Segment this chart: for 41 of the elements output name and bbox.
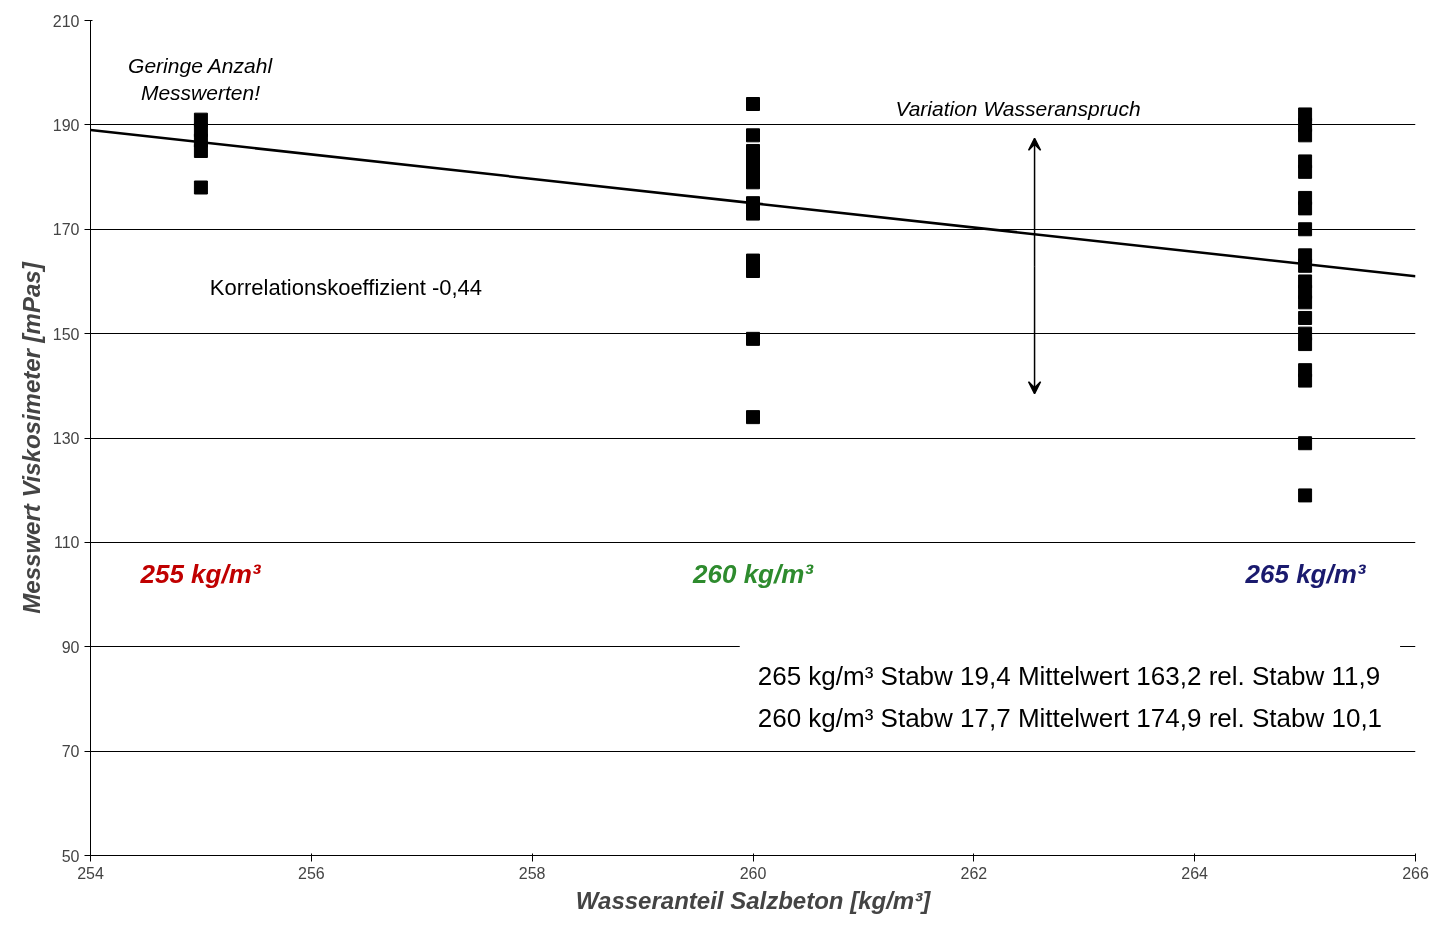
point: [1298, 373, 1313, 388]
point: [193, 180, 208, 195]
point: [746, 410, 760, 425]
point: [1298, 222, 1313, 237]
point: [1298, 295, 1313, 310]
x-tick-label: 258: [518, 864, 546, 882]
annotation: 265 kg/m³ Stabw 19,4 Mittelwert 163,2 rel. Stabw 11,9 260 kg/m³ Stabw 17,7 Mittelwert 174,9 rel. Stabw 10,1: [757, 660, 1383, 733]
x-axis-title: Wasseranteil Salzbeton [kg/m³]: [575, 886, 932, 914]
y-tick-label: 130: [52, 430, 80, 447]
y-tick-label: 110: [53, 534, 80, 552]
point: [1298, 310, 1313, 325]
y-tick-label: 70: [61, 743, 80, 761]
y-tick-label: 150: [52, 325, 80, 343]
point: [1298, 164, 1313, 179]
point: [1298, 488, 1313, 503]
annotation: Variation Wasseranspruch: [895, 96, 1141, 120]
point: [746, 331, 760, 346]
annotation: 255 kg/m³: [139, 558, 262, 589]
x-tick-label: 260: [739, 864, 767, 882]
annotation: 260 kg/m³: [692, 558, 815, 589]
y-tick-label: 190: [52, 116, 80, 134]
y-tick-label: 50: [61, 847, 80, 865]
y-axis-title: Messwert Viskosimeter [mPas]: [17, 261, 45, 614]
x-tick-label: 254: [77, 864, 104, 882]
y-tick-label: 90: [61, 638, 80, 656]
point: [1298, 128, 1313, 143]
point: [1298, 201, 1313, 216]
annotation: 265 kg/m³: [1244, 558, 1367, 589]
x-tick-label: 266: [1402, 864, 1429, 882]
y-tick-label: 170: [52, 221, 80, 239]
annotation: Korrelationskoeffizient -0,44: [209, 275, 483, 301]
point: [746, 128, 760, 143]
x-tick-label: 256: [297, 864, 325, 882]
annotation: Geringe Anzahl Messwerten!: [128, 53, 274, 105]
point: [746, 97, 760, 111]
y-tick-label: 210: [52, 12, 80, 30]
point: [1298, 436, 1313, 451]
x-tick-label: 264: [1181, 864, 1209, 882]
x-tick-label: 262: [960, 864, 988, 882]
point: [1298, 337, 1313, 352]
point: [193, 143, 208, 158]
